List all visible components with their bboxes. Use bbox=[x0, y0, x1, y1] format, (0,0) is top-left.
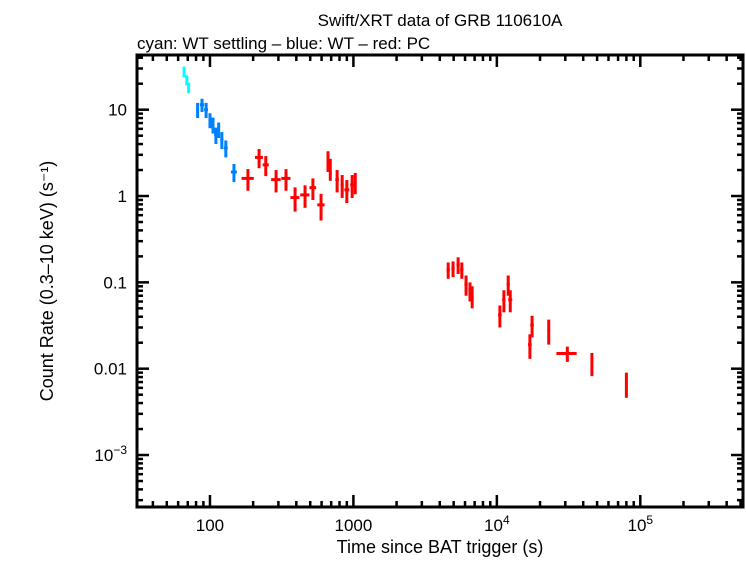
data-point bbox=[196, 102, 200, 119]
data-point bbox=[470, 286, 474, 309]
data-point bbox=[208, 113, 212, 129]
data-point bbox=[241, 169, 254, 191]
data-point bbox=[223, 140, 228, 158]
data-point bbox=[340, 175, 344, 198]
data-point bbox=[350, 175, 355, 198]
data-point bbox=[211, 117, 215, 134]
data-point bbox=[590, 352, 594, 377]
data-point bbox=[508, 290, 513, 313]
data-point bbox=[547, 319, 551, 345]
x-tick-label: 104 bbox=[484, 513, 510, 535]
data-point bbox=[328, 158, 332, 181]
data-point bbox=[556, 346, 577, 362]
y-tick-label: 0.1 bbox=[103, 273, 127, 292]
y-tick-label: 1 bbox=[118, 187, 127, 206]
data-point bbox=[199, 98, 205, 113]
y-tick-label: 0.01 bbox=[94, 360, 127, 379]
data-point bbox=[464, 275, 468, 296]
x-tick-label: 100 bbox=[196, 516, 224, 535]
data-point bbox=[530, 315, 534, 338]
x-tick-label: 105 bbox=[627, 513, 653, 535]
data-point bbox=[182, 66, 186, 78]
data-point bbox=[326, 151, 330, 172]
plot-frame bbox=[135, 53, 745, 509]
data-point bbox=[187, 82, 191, 94]
data-point bbox=[460, 262, 464, 279]
data-point bbox=[185, 75, 189, 86]
data-point bbox=[214, 127, 218, 145]
x-axis-label: Time since BAT trigger (s) bbox=[337, 537, 544, 557]
data-point bbox=[254, 149, 263, 169]
chart-subtitle: cyan: WT settling – blue: WT – red: PC bbox=[137, 34, 430, 53]
data-point bbox=[502, 290, 506, 313]
data-point bbox=[506, 275, 510, 296]
data-point bbox=[317, 193, 325, 221]
data-point bbox=[528, 334, 532, 359]
y-axis-label: Count Rate (0.3–10 keV) (s⁻¹) bbox=[37, 161, 57, 402]
data-point bbox=[220, 132, 224, 150]
data-point bbox=[262, 156, 269, 177]
y-tick-label: 10 bbox=[108, 101, 127, 120]
data-point bbox=[281, 169, 291, 191]
data-point bbox=[290, 187, 300, 212]
data-point bbox=[230, 163, 237, 183]
data-point bbox=[300, 185, 310, 208]
data-point bbox=[498, 305, 502, 328]
x-tick-label: 1000 bbox=[334, 516, 372, 535]
data-point bbox=[344, 180, 350, 204]
data-point bbox=[353, 172, 357, 195]
data-point bbox=[271, 170, 281, 193]
data-point bbox=[456, 257, 460, 274]
chart-title: Swift/XRT data of GRB 110610A bbox=[318, 11, 563, 30]
data-point bbox=[217, 122, 221, 138]
data-point bbox=[451, 261, 455, 278]
data-point bbox=[446, 262, 450, 279]
data-point bbox=[335, 170, 339, 193]
data-point bbox=[309, 178, 317, 200]
y-tick-label: 10−3 bbox=[94, 443, 127, 465]
data-point bbox=[624, 372, 628, 398]
data-point bbox=[204, 102, 209, 119]
